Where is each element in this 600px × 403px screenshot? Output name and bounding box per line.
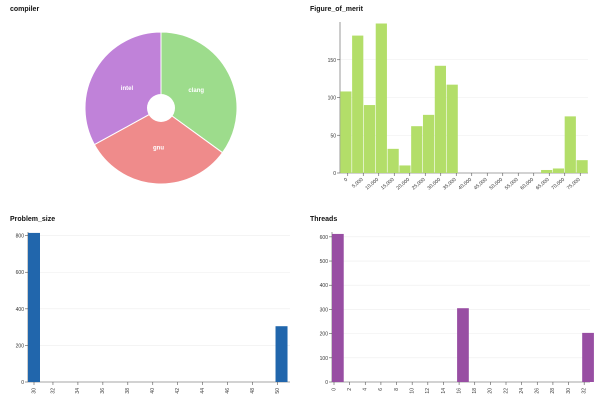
fom-bar bbox=[399, 165, 411, 173]
fom-bar bbox=[541, 169, 553, 173]
problem-size-chart-panel: Problem_size 0 200 400 600 800 30 32 34 36 38 40 42… bbox=[0, 210, 300, 403]
threads-x-tick-label: 32 bbox=[582, 388, 588, 394]
problem-x-tick-label: 50 bbox=[275, 388, 281, 394]
problem-bar bbox=[28, 232, 40, 382]
problem-x-tick-label: 36 bbox=[100, 388, 106, 394]
threads-x-tick-label: 0 bbox=[331, 388, 337, 391]
threads-x-tick-label: 16 bbox=[456, 388, 462, 394]
fom-bar bbox=[411, 126, 423, 173]
threads-chart-panel: Threads 0 100 200 300 400 500 600 0 2 4 6 8 10 12 14 16… bbox=[300, 210, 600, 403]
threads-y-tick-label: 500 bbox=[320, 259, 329, 265]
pie-slice-gnu bbox=[93, 107, 224, 185]
fom-x-tick-label: 70,000 bbox=[550, 177, 566, 192]
problem-x-tick-label: 44 bbox=[200, 388, 206, 394]
threads-x-tick-label: 14 bbox=[441, 388, 447, 394]
fom-x-tick-label: 10,000 bbox=[364, 177, 380, 192]
problem-size-chart-title: Problem_size bbox=[10, 216, 56, 223]
problem-y-tick-label: 400 bbox=[16, 307, 25, 313]
fom-bar bbox=[446, 84, 458, 173]
problem-bar bbox=[275, 326, 288, 382]
figure-of-merit-chart-title: Figure_of_merit bbox=[310, 6, 363, 13]
compiler-chart-panel: compiler clang gnu intel bbox=[0, 0, 300, 200]
threads-chart-title: Threads bbox=[310, 216, 338, 223]
threads-x-tick-label: 8 bbox=[394, 388, 400, 391]
problem-x-tick-label: 30 bbox=[31, 388, 37, 394]
problem-x-tick-label: 46 bbox=[225, 388, 231, 394]
problem-x-tick-label: 38 bbox=[125, 388, 131, 394]
fom-x-tick-label: 25,000 bbox=[411, 177, 427, 192]
fom-x-tick-label: 55,000 bbox=[504, 177, 520, 192]
fom-y-tick-label: 100 bbox=[328, 96, 337, 102]
threads-bar bbox=[457, 308, 469, 382]
fom-x-tick-label: 35,000 bbox=[442, 177, 458, 192]
problem-y-tick-label: 0 bbox=[21, 380, 24, 386]
threads-x-tick-label: 18 bbox=[472, 388, 478, 394]
problem-size-histogram: 0 200 400 600 800 30 32 34 36 38 40 42 44 46 48 50 bbox=[16, 232, 290, 394]
fom-y-tick-label: 50 bbox=[330, 133, 336, 139]
fom-bar bbox=[352, 35, 364, 174]
fom-bar bbox=[387, 148, 399, 173]
problem-y-tick-label: 600 bbox=[16, 270, 25, 276]
compiler-chart-title: compiler bbox=[10, 6, 40, 13]
fom-bar bbox=[434, 65, 446, 173]
fom-bar bbox=[552, 168, 565, 173]
threads-x-tick-label: 20 bbox=[488, 388, 494, 394]
problem-x-tick-label: 34 bbox=[75, 388, 81, 394]
threads-x-tick-label: 28 bbox=[550, 388, 556, 394]
fom-x-tick-label: 20,000 bbox=[395, 177, 411, 192]
fom-bar bbox=[363, 105, 376, 173]
pie-label-clang: clang bbox=[188, 88, 204, 94]
problem-x-tick-label: 32 bbox=[50, 388, 56, 394]
threads-bar bbox=[332, 233, 344, 382]
fom-x-tick-label: 60,000 bbox=[519, 177, 535, 192]
threads-x-tick-label: 4 bbox=[363, 388, 369, 391]
threads-x-tick-label: 22 bbox=[503, 388, 509, 394]
threads-y-tick-label: 600 bbox=[320, 235, 329, 241]
fom-x-tick-label: 5,000 bbox=[351, 177, 365, 190]
threads-x-tick-label: 12 bbox=[425, 388, 431, 394]
fom-x-tick-label: 15,000 bbox=[380, 177, 396, 192]
pie-slice-clang bbox=[160, 31, 238, 154]
fom-x-tick-label: 65,000 bbox=[535, 177, 551, 192]
fom-x-tick-label: 40,000 bbox=[457, 177, 473, 192]
fom-x-tick-label: 0 bbox=[343, 177, 349, 184]
fom-bar bbox=[340, 91, 352, 173]
threads-x-tick-label: 10 bbox=[410, 388, 416, 394]
threads-x-tick-label: 30 bbox=[566, 388, 572, 394]
threads-x-tick-label: 26 bbox=[535, 388, 541, 394]
fom-bar bbox=[375, 23, 387, 174]
fom-bar bbox=[564, 116, 576, 173]
pie-slice-intel bbox=[84, 31, 162, 146]
threads-x-tick-label: 2 bbox=[347, 388, 353, 391]
compiler-pie-chart: clang gnu intel bbox=[84, 31, 238, 185]
problem-y-tick-label: 800 bbox=[16, 234, 25, 240]
fom-x-tick-label: 50,000 bbox=[488, 177, 504, 192]
threads-y-tick-label: 400 bbox=[320, 283, 329, 289]
threads-y-tick-label: 100 bbox=[320, 356, 329, 362]
fom-y-tick-label: 150 bbox=[328, 58, 337, 64]
problem-x-tick-label: 42 bbox=[175, 388, 181, 394]
pie-label-intel: intel bbox=[121, 86, 134, 92]
fom-x-tick-label: 30,000 bbox=[426, 177, 442, 192]
threads-y-tick-label: 300 bbox=[320, 307, 329, 313]
problem-x-tick-label: 40 bbox=[150, 388, 156, 394]
threads-y-tick-label: 200 bbox=[320, 332, 329, 338]
fom-x-tick-label: 45,000 bbox=[473, 177, 489, 192]
threads-x-tick-label: 6 bbox=[378, 388, 384, 391]
donut-hole bbox=[147, 94, 175, 122]
fom-bar bbox=[422, 114, 435, 173]
threads-x-tick-label: 24 bbox=[519, 388, 525, 394]
threads-y-tick-label: 0 bbox=[325, 380, 328, 386]
fom-bar bbox=[576, 160, 588, 173]
figure-of-merit-chart-panel: Figure_of_merit 0 50 100 150 0 5,000 10,000 15,… bbox=[300, 0, 600, 200]
problem-x-tick-label: 48 bbox=[250, 388, 256, 394]
fom-y-tick-label: 0 bbox=[333, 171, 336, 177]
threads-bar bbox=[582, 332, 594, 382]
pie-label-gnu: gnu bbox=[153, 145, 164, 151]
fom-x-tick-label: 75,000 bbox=[566, 177, 582, 192]
problem-y-tick-label: 200 bbox=[16, 343, 25, 349]
